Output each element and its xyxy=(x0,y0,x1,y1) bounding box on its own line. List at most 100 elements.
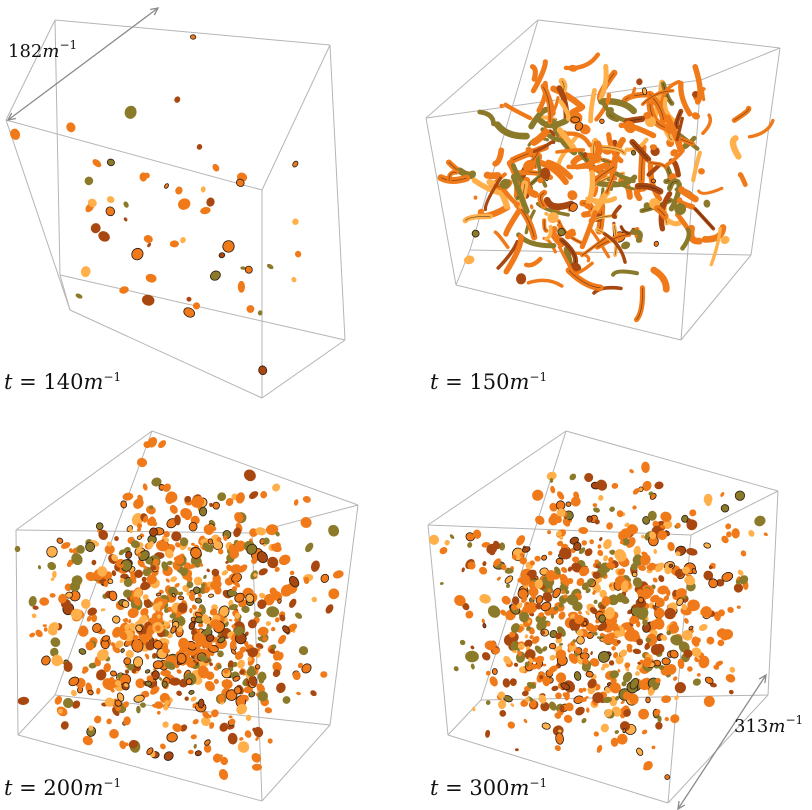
cube-edge xyxy=(329,504,359,726)
isosurface-blob xyxy=(536,620,548,631)
isosurface-blob xyxy=(263,537,270,545)
isosurface-blob xyxy=(146,574,157,585)
isosurface-blob xyxy=(41,655,51,666)
isosurface-blob xyxy=(573,541,582,551)
isosurface-blob xyxy=(636,747,644,756)
isosurface-blob xyxy=(647,510,657,521)
isosurface-blob xyxy=(247,656,252,662)
isosurface-blob xyxy=(668,563,674,568)
isosurface-filament xyxy=(537,117,569,129)
isosurface-blob xyxy=(526,626,531,631)
isosurface-blob xyxy=(162,721,169,728)
isosurface-blob xyxy=(112,626,122,638)
isosurface-blob xyxy=(253,726,264,738)
isosurface-blob xyxy=(143,690,150,698)
isosurface-blob xyxy=(636,589,644,596)
filament-edge xyxy=(465,216,491,221)
isosurface-blob xyxy=(163,537,170,543)
filament-edge xyxy=(636,287,643,320)
isosurface-blob xyxy=(86,615,92,622)
isosurface-blob xyxy=(154,701,164,709)
isosurface-blob xyxy=(320,671,328,678)
isosurface-blob xyxy=(570,641,575,647)
isosurface-blob xyxy=(199,563,204,567)
isosurface-blob xyxy=(232,661,238,667)
isosurface-blob xyxy=(310,690,317,697)
filament-edge xyxy=(606,173,615,193)
isosurface-blob xyxy=(553,606,559,611)
isosurface-blob xyxy=(106,196,115,204)
isosurface-filament xyxy=(545,159,574,180)
isosurface-blob xyxy=(209,722,215,729)
isosurface-blob xyxy=(465,532,475,542)
isosurface-blob xyxy=(149,527,158,537)
isosurface-filament xyxy=(747,118,775,139)
isosurface-blob xyxy=(670,714,680,724)
isosurface-blob xyxy=(244,644,250,648)
isosurface-blob xyxy=(228,590,237,597)
isosurface-blob xyxy=(511,603,519,611)
isosurface-blob xyxy=(243,686,254,694)
isosurface-filament xyxy=(676,197,696,210)
isosurface-blob xyxy=(121,599,130,609)
isosurface-filament xyxy=(598,63,609,101)
isosurface-filament xyxy=(544,224,553,241)
isosurface-filament xyxy=(701,113,713,136)
cube-edge xyxy=(54,694,331,726)
isosurface-blob xyxy=(496,576,501,581)
isosurface-blob xyxy=(256,683,265,694)
isosurface-blob xyxy=(111,554,119,562)
isosurface-blob xyxy=(28,596,37,607)
time-var: t xyxy=(4,370,13,394)
isosurface-blob xyxy=(211,709,219,718)
isosurface-blob xyxy=(143,235,153,243)
isosurface-blob xyxy=(636,78,643,86)
isosurface-blob xyxy=(585,670,594,678)
isosurface-blob xyxy=(257,690,268,702)
isosurface-blob xyxy=(620,580,629,592)
isosurface-blob xyxy=(140,638,147,643)
isosurface-blob xyxy=(228,718,236,726)
time-value: 140 xyxy=(43,370,84,394)
isosurface-blob xyxy=(632,554,643,566)
isosurface-blob xyxy=(191,542,195,546)
isosurface-blob xyxy=(328,524,340,537)
isosurface-blob xyxy=(629,629,640,641)
isosurface-blob xyxy=(555,632,563,640)
isosurface-blob xyxy=(207,538,214,545)
isosurface-blob xyxy=(114,536,119,542)
isosurface-blob xyxy=(623,120,636,134)
panel-t150: t = 150m−1 xyxy=(406,0,812,405)
isosurface-blob xyxy=(439,582,444,585)
isosurface-filament xyxy=(503,208,522,237)
isosurface-blob xyxy=(738,575,749,585)
isosurface-blob xyxy=(555,692,562,700)
isosurface-blob xyxy=(624,522,630,527)
isosurface-blob xyxy=(638,564,647,571)
isosurface-blob xyxy=(506,583,510,588)
isosurface-filament xyxy=(611,269,639,277)
isosurface-filament xyxy=(585,170,596,208)
isosurface-blob xyxy=(218,754,223,758)
isosurface-blob xyxy=(529,635,534,640)
isosurface-filament xyxy=(492,147,505,167)
cube-edge xyxy=(427,524,449,736)
isosurface-blob xyxy=(715,660,724,667)
isosurface-blob xyxy=(243,566,247,570)
cube-edge xyxy=(5,119,263,191)
isosurface-blob xyxy=(274,542,281,548)
isosurface-blob xyxy=(538,694,547,704)
isosurface-filament xyxy=(528,106,550,130)
isosurface-blob xyxy=(237,659,245,669)
cube-edge xyxy=(261,724,331,802)
isosurface-blob xyxy=(581,717,587,724)
filament-edge xyxy=(657,208,666,217)
isosurface-blob xyxy=(128,619,132,624)
isosurface-blob xyxy=(157,607,161,612)
isosurface-blob xyxy=(501,595,511,605)
isosurface-filament xyxy=(503,233,524,275)
isosurface-filament xyxy=(530,128,550,146)
isosurface-blob xyxy=(95,669,107,681)
isosurface-blob xyxy=(713,664,720,670)
isosurface-blob xyxy=(237,280,245,293)
